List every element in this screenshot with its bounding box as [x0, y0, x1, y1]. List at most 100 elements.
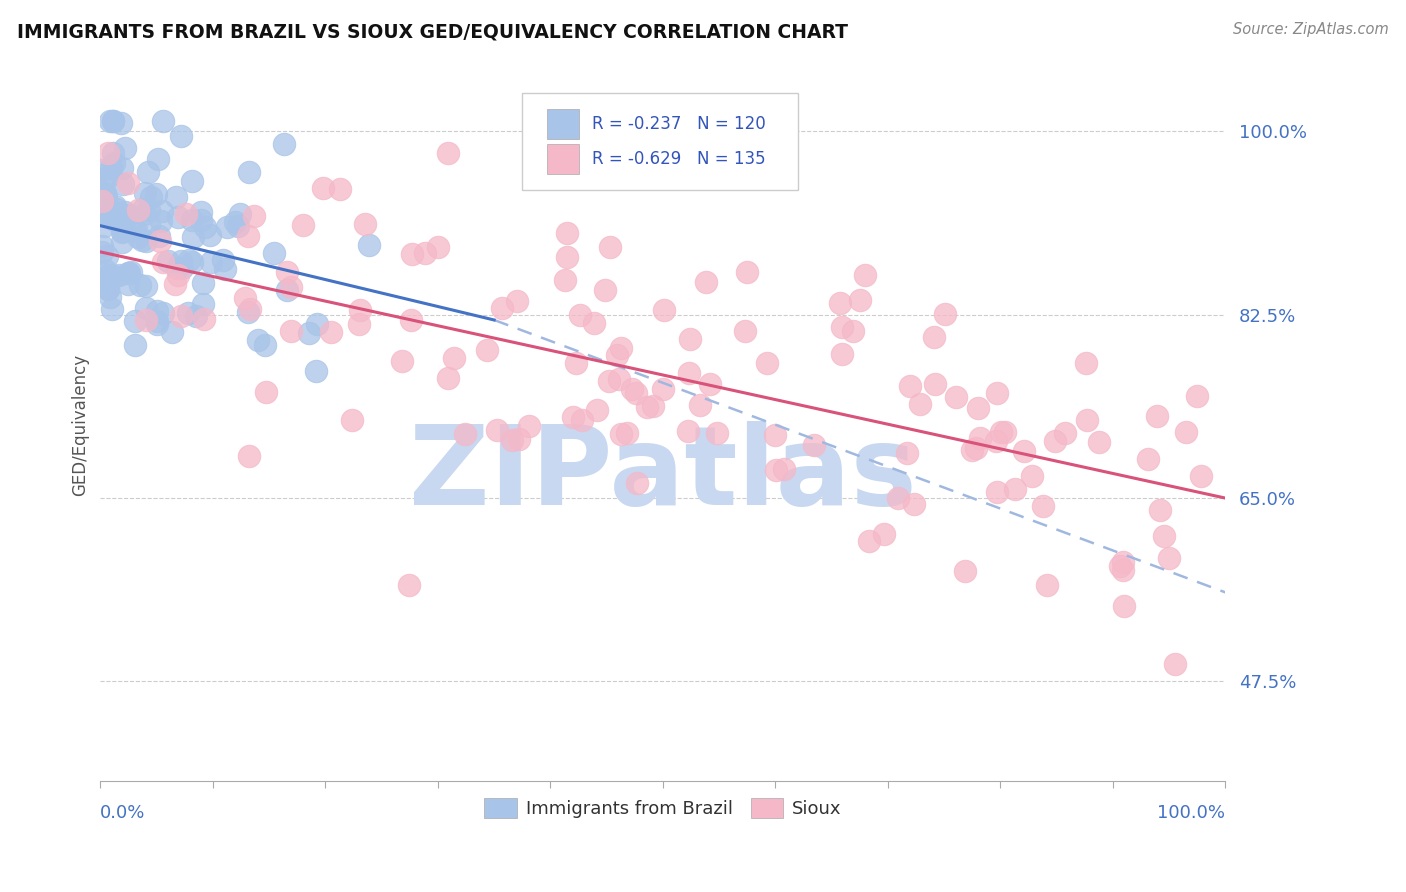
- Point: [224, 215, 246, 229]
- Point: [842, 324, 865, 338]
- Point: [898, 378, 921, 392]
- Point: [103, 156, 125, 170]
- Point: [236, 229, 259, 244]
- Point: [1159, 551, 1181, 566]
- Text: ZIPatlas: ZIPatlas: [409, 421, 917, 528]
- Point: [253, 338, 276, 352]
- Point: [138, 203, 160, 218]
- Point: [1014, 444, 1036, 458]
- Point: [190, 205, 212, 219]
- Point: [233, 291, 256, 305]
- Point: [111, 209, 134, 223]
- Point: [114, 141, 136, 155]
- Point: [357, 238, 380, 252]
- Point: [101, 302, 124, 317]
- Point: [184, 309, 207, 323]
- Point: [554, 273, 576, 287]
- Point: [319, 325, 342, 339]
- Point: [391, 353, 413, 368]
- Point: [100, 204, 122, 219]
- Point: [165, 190, 187, 204]
- FancyBboxPatch shape: [547, 109, 578, 139]
- Point: [517, 418, 540, 433]
- Point: [569, 308, 592, 322]
- Point: [96, 249, 118, 263]
- Point: [342, 413, 364, 427]
- Point: [593, 284, 616, 298]
- Point: [506, 293, 529, 308]
- Point: [114, 209, 136, 223]
- Point: [413, 246, 436, 260]
- Point: [354, 217, 377, 231]
- Point: [276, 283, 298, 297]
- Point: [610, 341, 633, 355]
- Point: [1109, 559, 1132, 574]
- Point: [193, 311, 215, 326]
- Point: [101, 114, 124, 128]
- Point: [170, 128, 193, 143]
- Point: [678, 169, 700, 183]
- Point: [763, 427, 786, 442]
- Point: [181, 230, 204, 244]
- Point: [238, 449, 260, 463]
- Point: [148, 152, 170, 166]
- Point: [134, 207, 156, 221]
- Point: [349, 317, 371, 331]
- Point: [908, 397, 931, 411]
- Point: [626, 476, 648, 491]
- Point: [93, 186, 115, 200]
- Point: [831, 346, 853, 360]
- Point: [848, 293, 870, 307]
- Point: [641, 399, 664, 413]
- Point: [606, 348, 628, 362]
- Point: [1087, 434, 1109, 449]
- Point: [292, 218, 315, 232]
- Point: [160, 326, 183, 340]
- Point: [437, 371, 460, 385]
- Point: [399, 312, 422, 326]
- Point: [97, 268, 120, 282]
- Point: [91, 272, 114, 286]
- Point: [599, 240, 621, 254]
- Point: [1175, 425, 1198, 440]
- Point: [97, 146, 120, 161]
- Point: [243, 209, 266, 223]
- Point: [141, 190, 163, 204]
- Point: [101, 211, 124, 226]
- Point: [679, 332, 702, 346]
- Point: [152, 305, 174, 319]
- Point: [986, 385, 1008, 400]
- Point: [146, 314, 169, 328]
- Point: [98, 290, 121, 304]
- Point: [562, 409, 585, 424]
- Point: [94, 263, 117, 277]
- Point: [803, 438, 825, 452]
- Point: [100, 206, 122, 220]
- Point: [586, 403, 609, 417]
- Point: [110, 161, 132, 176]
- Point: [156, 253, 179, 268]
- Point: [131, 202, 153, 216]
- Point: [966, 401, 988, 415]
- Point: [177, 252, 200, 267]
- Text: IMMIGRANTS FROM BRAZIL VS SIOUX GED/EQUIVALENCY CORRELATION CHART: IMMIGRANTS FROM BRAZIL VS SIOUX GED/EQUI…: [17, 22, 848, 41]
- Point: [108, 210, 131, 224]
- Point: [960, 443, 983, 458]
- Point: [398, 578, 420, 592]
- Point: [191, 297, 214, 311]
- Point: [1021, 468, 1043, 483]
- Point: [228, 207, 250, 221]
- Point: [501, 433, 523, 447]
- Point: [135, 301, 157, 315]
- Point: [887, 491, 910, 505]
- Point: [924, 376, 946, 391]
- Point: [93, 172, 115, 186]
- Point: [349, 302, 371, 317]
- Point: [91, 194, 114, 209]
- Point: [101, 146, 124, 161]
- Point: [699, 376, 721, 391]
- Text: 0.0%: 0.0%: [100, 804, 146, 822]
- Point: [117, 176, 139, 190]
- Point: [146, 317, 169, 331]
- Point: [122, 223, 145, 237]
